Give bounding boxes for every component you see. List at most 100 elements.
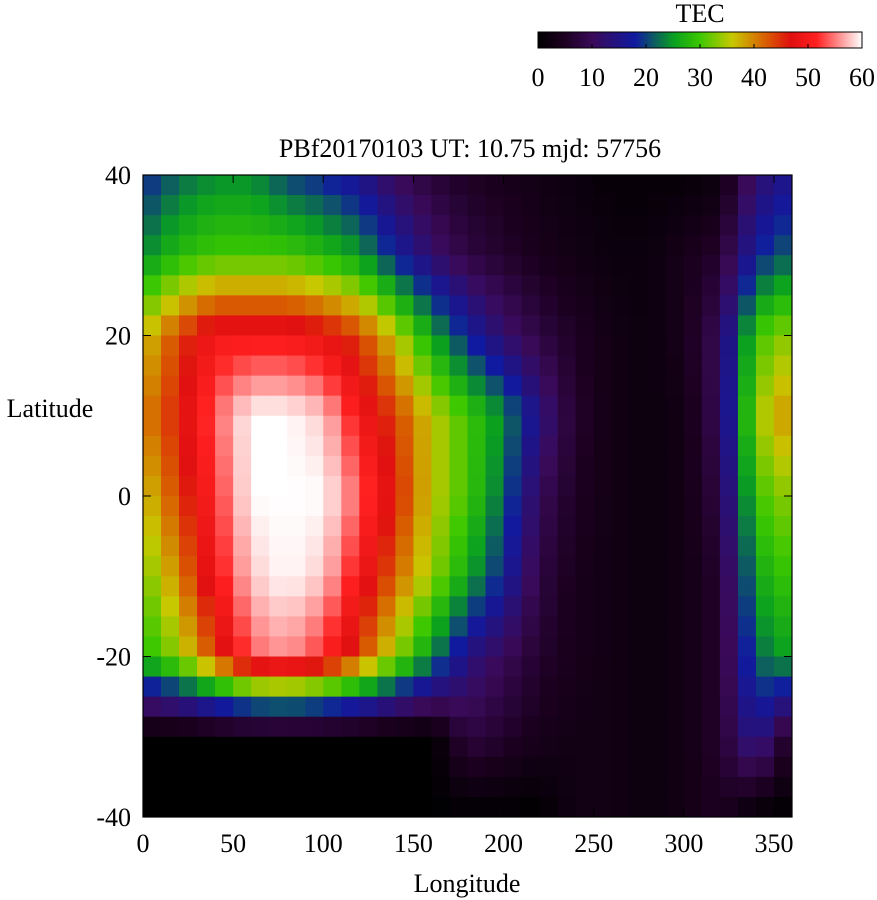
heatmap-cell [197,556,216,577]
heatmap-cell [557,195,577,216]
heatmap-cell [701,616,721,638]
heatmap-cell [431,696,451,718]
heatmap-cell [143,315,162,337]
heatmap-cell [341,275,360,296]
x-tick-label: 150 [394,829,433,858]
heatmap-cell [215,716,234,738]
heatmap-cell [521,796,541,817]
heatmap-cell [629,636,649,658]
heatmap-cell [341,175,360,196]
heatmap-cell [179,295,198,317]
heatmap-cell [521,616,541,638]
heatmap-cell [143,175,162,196]
heatmap-cell [503,636,523,658]
heatmap-cell [341,235,360,256]
heatmap-cell [377,736,396,758]
heatmap-cell [557,175,577,196]
heatmap-cell [431,395,451,417]
heatmap-cell [395,696,415,718]
heatmap-cell [557,536,577,557]
heatmap-cell [629,375,649,397]
heatmap-cell [449,235,469,256]
heatmap-cell [737,215,757,236]
heatmap-cell [611,536,631,557]
heatmap-cell [251,475,270,497]
heatmap-cell [413,475,433,497]
heatmap-cell [287,255,306,276]
heatmap-cell [449,415,469,437]
heatmap-cell [629,395,649,417]
heatmap-cell [629,475,649,497]
heatmap-cell [359,375,378,397]
heatmap-cell [251,696,270,718]
heatmap-cell [701,315,721,337]
heatmap-cell [233,195,252,216]
heatmap-cell [233,275,252,296]
heatmap-cell [557,596,577,617]
heatmap-cell [701,556,721,577]
x-tick-label: 200 [484,829,523,858]
heatmap-cell [683,556,703,577]
heatmap-cell [719,275,739,296]
heatmap-cell [683,235,703,256]
heatmap-cell [413,355,433,377]
heatmap-cell [773,656,792,678]
heatmap-cell [359,415,378,437]
heatmap-cell [431,776,451,798]
heatmap-cell [593,496,613,517]
heatmap-cell [467,656,487,678]
heatmap-cell [665,275,685,296]
heatmap-cell [143,215,162,236]
heatmap-cell [539,295,559,317]
heatmap-cell [665,255,685,276]
heatmap-cell [629,516,649,537]
heatmap-cell [269,576,288,597]
heatmap-cell [215,355,234,377]
heatmap-cell [359,536,378,557]
heatmap-cell [557,275,577,296]
heatmap-cell [647,556,667,577]
heatmap-cell [341,716,360,738]
heatmap-cell [665,315,685,337]
heatmap-cell [377,195,396,216]
heatmap-cell [377,255,396,276]
heatmap-cell [467,676,487,698]
heatmap-cell [215,736,234,758]
heatmap-cell [323,696,342,718]
heatmap-cell [413,435,433,457]
heatmap-cell [737,636,757,658]
heatmap-cell [719,776,739,798]
heatmap-cell [521,576,541,597]
heatmap-cell [683,796,703,817]
heatmap-cell [539,756,559,778]
heatmap-cell [611,235,631,256]
heatmap-cell [665,516,685,537]
heatmap-cell [665,195,685,216]
heatmap-cell [593,576,613,597]
heatmap-cell [629,756,649,778]
heatmap-cell [485,195,505,216]
heatmap-cell [557,556,577,577]
heatmap-cell [755,616,775,638]
heatmap-cell [395,455,415,477]
heatmap-cell [485,335,505,357]
heatmap-cell [503,175,523,196]
heatmap-cell [665,175,685,196]
heatmap-cell [701,355,721,377]
heatmap-cell [593,776,613,798]
heatmap-cell [341,596,360,617]
heatmap-cell [449,596,469,617]
heatmap-cell [341,335,360,357]
heatmap-cell [251,355,270,377]
y-axis-label: Latitude [7,394,94,423]
heatmap-cell [359,255,378,276]
heatmap-cell [521,496,541,517]
heatmap-cell [629,596,649,617]
heatmap-cell [557,475,577,497]
heatmap-cell [341,355,360,377]
heatmap-cell [719,716,739,738]
heatmap-cell [467,576,487,597]
heatmap-cell [521,696,541,718]
heatmap-cell [485,696,505,718]
heatmap-cell [269,556,288,577]
